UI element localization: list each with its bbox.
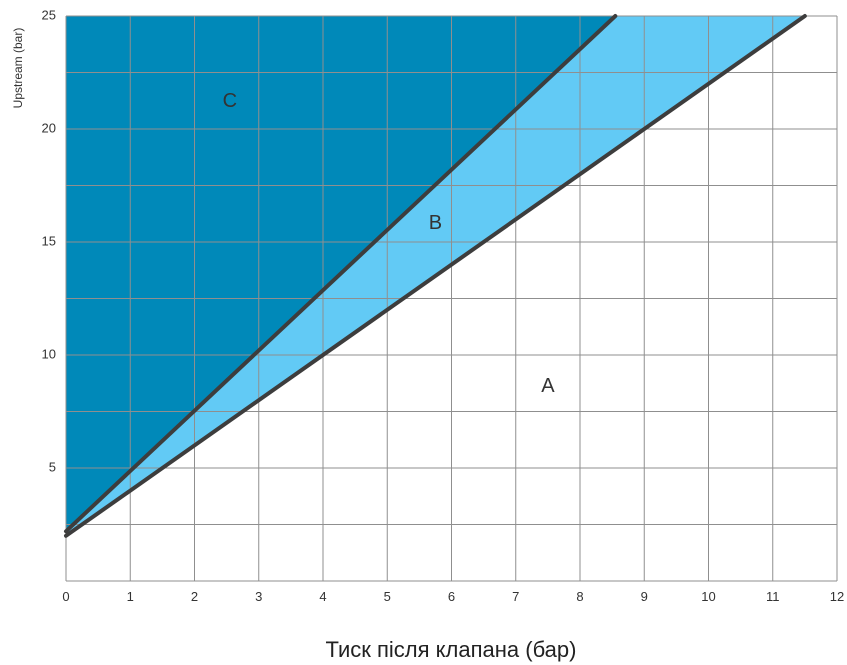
x-tick-label: 6 [448, 589, 455, 604]
y-axis-label: Upstream (bar) [11, 28, 25, 109]
boundary-line-steep [64, 14, 618, 534]
y-tick-labels: 5 10 15 20 25 [42, 7, 56, 474]
x-tick-label: 10 [701, 589, 715, 604]
y-tick-label: 20 [42, 120, 56, 135]
region-label-b: B [429, 212, 442, 234]
x-tick-label: 2 [191, 589, 198, 604]
y-tick-label: 15 [42, 233, 56, 248]
x-tick-label: 8 [576, 589, 583, 604]
region-label-a: A [541, 375, 555, 397]
x-tick-label: 1 [127, 589, 134, 604]
x-tick-labels: 0 1 2 3 4 5 6 7 8 9 10 11 12 [62, 589, 844, 604]
x-tick-label: 11 [766, 589, 780, 604]
y-tick-label: 5 [49, 459, 56, 474]
boundary-lines [64, 14, 807, 538]
x-tick-label: 0 [62, 589, 69, 604]
x-axis-label: Тиск після клапана (бар) [326, 637, 577, 662]
x-tick-label: 5 [384, 589, 391, 604]
y-tick-label: 25 [42, 7, 56, 22]
region-label-c: C [223, 90, 237, 112]
x-tick-label: 4 [319, 589, 326, 604]
boundary-line-shallow [64, 14, 807, 538]
x-tick-label: 3 [255, 589, 262, 604]
y-tick-label: 10 [42, 346, 56, 361]
x-tick-label: 7 [512, 589, 519, 604]
x-tick-label: 9 [641, 589, 648, 604]
grid-lines [65, 15, 838, 582]
region-labels: C B A [223, 90, 556, 397]
x-tick-label: 12 [830, 589, 844, 604]
